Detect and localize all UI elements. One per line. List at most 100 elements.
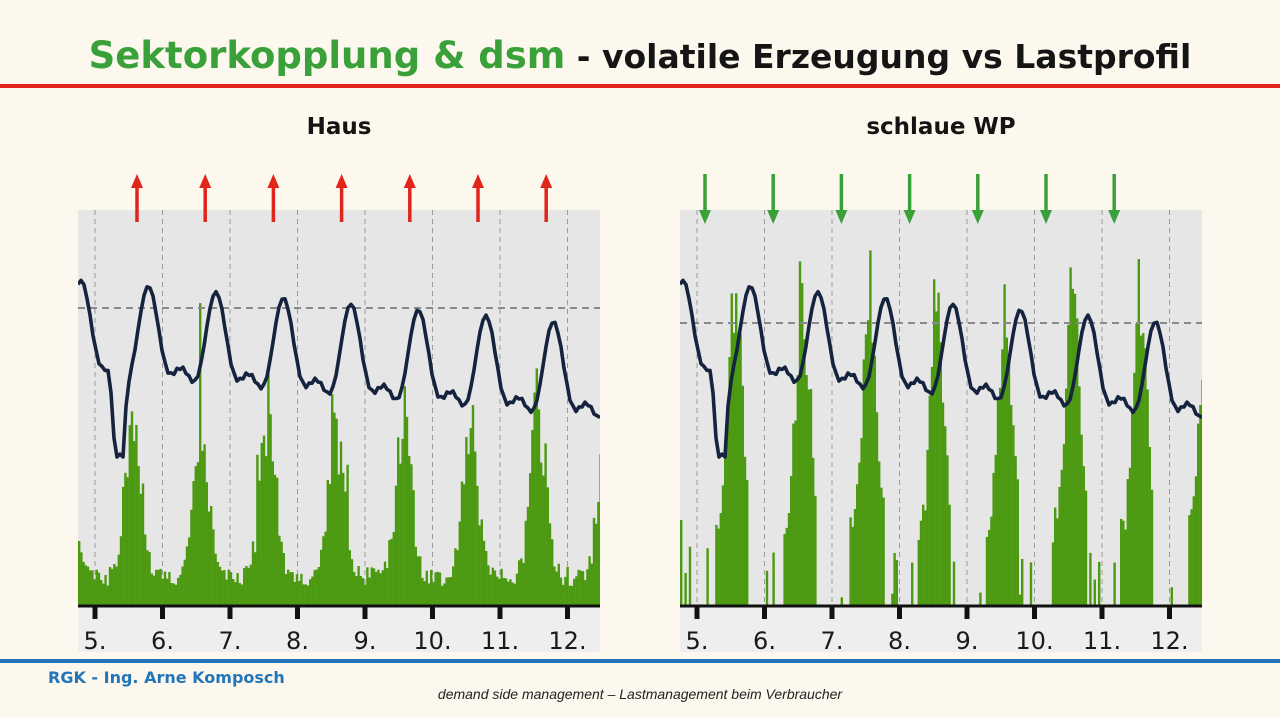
generation-bar (408, 456, 411, 606)
generation-bar (522, 562, 525, 606)
generation-bar (326, 479, 329, 606)
generation-bar (1071, 288, 1074, 606)
generation-bar (218, 566, 222, 606)
generation-bar (333, 412, 336, 606)
generation-bar (115, 566, 118, 606)
generation-bar (291, 572, 294, 606)
chart-title-haus: Haus (306, 114, 372, 140)
generation-bar (688, 546, 692, 606)
generation-bar (498, 578, 501, 606)
generation-bar (106, 585, 109, 606)
generation-bar (867, 320, 870, 606)
generation-bar (155, 569, 158, 606)
generation-bar (207, 511, 211, 606)
generation-bar (573, 578, 576, 606)
generation-bar (278, 535, 281, 606)
generation-bar (790, 475, 793, 606)
generation-bar (438, 572, 442, 606)
generation-bar (229, 572, 233, 606)
green-down-arrow-head (903, 210, 916, 224)
generation-bar (86, 566, 90, 606)
generation-bar (919, 520, 923, 606)
generation-bar (357, 565, 360, 606)
generation-bar (254, 552, 257, 606)
generation-bar (265, 456, 268, 606)
generation-bar (445, 577, 448, 606)
generation-bar (423, 581, 426, 606)
generation-bar (1124, 529, 1127, 606)
generation-bar (994, 454, 997, 606)
generation-bar (148, 552, 151, 606)
generation-bar (306, 585, 310, 606)
generation-bar (1010, 405, 1013, 606)
generation-bar (179, 574, 182, 606)
generation-bar (452, 566, 455, 606)
generation-bar (471, 405, 475, 606)
generation-bar (1199, 405, 1202, 606)
generation-bar (287, 569, 290, 606)
generation-bar (546, 487, 549, 606)
generation-bar (524, 520, 527, 606)
generation-bar (375, 571, 378, 606)
red-up-arrow-head (540, 174, 553, 188)
generation-bar (460, 481, 464, 606)
generation-bar (381, 570, 384, 606)
x-tick-label: 7. (219, 627, 242, 652)
generation-bar (893, 552, 896, 606)
generation-bar (82, 561, 85, 606)
generation-bar (100, 580, 103, 606)
generation-bar (735, 293, 738, 606)
generation-bar (739, 333, 742, 606)
generation-bar (249, 564, 252, 606)
x-tick-label: 12. (548, 627, 586, 652)
generation-bar (236, 573, 239, 606)
generation-bar (500, 568, 503, 606)
generation-bar (313, 570, 316, 606)
generation-bar (350, 559, 354, 606)
generation-bar (368, 577, 371, 606)
generation-bar (803, 339, 806, 606)
green-down-arrow-head (1108, 210, 1121, 224)
generation-bar (102, 583, 105, 606)
generation-bar (511, 582, 514, 606)
generation-bar (152, 575, 156, 606)
generation-bar (684, 572, 687, 606)
generation-bar (463, 484, 466, 606)
generation-bar (1142, 333, 1145, 606)
generation-bar (990, 516, 993, 606)
generation-bar (577, 569, 580, 606)
generation-bar (425, 570, 428, 606)
generation-bar (796, 375, 799, 606)
red-up-arrow-head (403, 174, 416, 188)
generation-bar (871, 342, 874, 606)
generation-bar (130, 411, 134, 606)
generation-bar (509, 579, 512, 606)
generation-bar (251, 541, 255, 606)
generation-bar (869, 250, 872, 606)
generation-bar (555, 571, 558, 606)
generation-bar (1080, 434, 1083, 606)
generation-bar (515, 573, 519, 606)
generation-bar (860, 438, 863, 606)
generation-bar (188, 537, 191, 606)
generation-bar (95, 569, 98, 606)
generation-bar (238, 583, 241, 606)
generation-bar (814, 495, 817, 606)
generation-bar (1060, 469, 1063, 606)
generation-bar (84, 565, 87, 606)
x-tick-label: 5. (686, 627, 709, 652)
generation-bar (948, 504, 951, 606)
generation-bar (794, 420, 797, 606)
generation-bar (293, 581, 296, 606)
generation-bar (485, 550, 488, 606)
generation-bar (344, 491, 347, 606)
generation-bar (282, 553, 285, 606)
generation-bar (864, 334, 868, 606)
generation-bar (163, 571, 167, 606)
generation-bar (1005, 337, 1008, 606)
generation-bar (108, 567, 112, 606)
generation-bar (227, 569, 230, 606)
generation-bar (304, 584, 307, 606)
generation-bar (331, 394, 334, 606)
generation-bar (726, 421, 729, 606)
